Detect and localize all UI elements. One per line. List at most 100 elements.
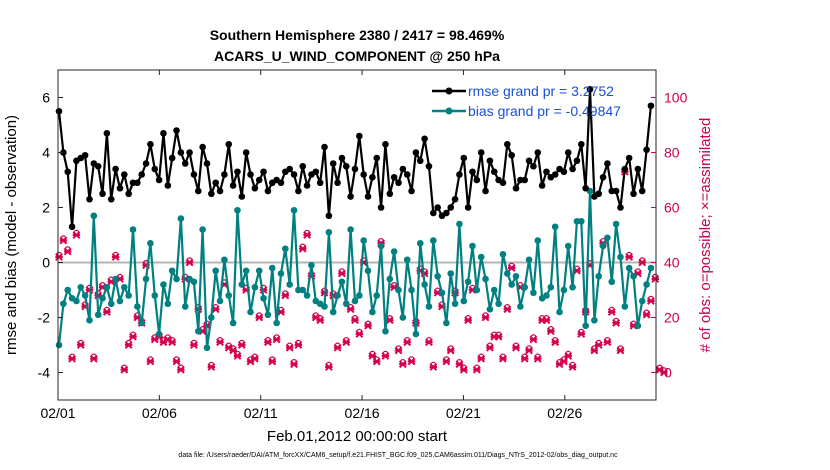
rmse-point — [460, 154, 468, 162]
x-tick-label: 02/06 — [142, 405, 177, 421]
rmse-point — [55, 107, 63, 115]
bias-point — [77, 283, 85, 291]
rmse-point — [247, 171, 254, 178]
legend-rmse-label: rmse grand pr = 3.2752 — [468, 83, 614, 99]
bias-point — [477, 253, 485, 261]
bias-point — [86, 316, 93, 324]
bias-point — [364, 267, 372, 275]
bias-point — [325, 228, 333, 236]
obs-assimilated-point — [250, 354, 259, 363]
bias-point — [234, 206, 241, 214]
bias-point — [99, 294, 106, 302]
bias-point — [577, 217, 585, 225]
bias-point — [338, 278, 346, 286]
bias-point — [134, 303, 141, 310]
rmse-point — [625, 154, 633, 162]
rmse-point — [177, 149, 185, 156]
bias-point — [286, 281, 293, 288]
rmse-point — [551, 171, 559, 178]
rmse-point — [638, 187, 646, 195]
obs-assimilated-point — [111, 253, 120, 261]
rmse-point — [107, 195, 115, 203]
obs-assimilated-point — [425, 338, 433, 347]
rmse-point — [164, 182, 172, 189]
rmse-point — [160, 129, 167, 137]
rmse-point — [277, 179, 285, 187]
obs-assimilated-point — [207, 363, 216, 371]
rmse-point — [473, 176, 481, 184]
rmse-point — [299, 162, 307, 170]
plot-frame — [57, 69, 657, 401]
bias-point — [90, 212, 98, 220]
bias-point — [229, 319, 237, 327]
bias-point — [342, 300, 350, 308]
bias-point — [469, 242, 476, 250]
bias-point — [203, 344, 211, 352]
rmse-point — [464, 204, 472, 211]
rmse-point — [416, 157, 424, 165]
rmse-point — [221, 171, 228, 178]
bias-point — [377, 242, 385, 250]
bias-point — [421, 281, 428, 288]
rmse-series — [55, 85, 655, 231]
obs-assimilated-point — [333, 343, 342, 352]
rmse-point — [534, 149, 542, 156]
bias-point — [321, 303, 328, 310]
rmse-point — [203, 160, 211, 167]
obs-assimilated-point — [381, 352, 390, 360]
bias-point — [595, 272, 603, 280]
bias-point — [612, 220, 620, 228]
bias-point — [155, 330, 163, 338]
obs-assimilated-point — [129, 332, 137, 341]
obs-assimilated-point — [429, 363, 438, 371]
bias-point — [408, 286, 415, 294]
rmse-point — [94, 162, 102, 170]
obs-assimilated-point — [546, 327, 555, 336]
y-tick-label: -4 — [38, 365, 51, 381]
y-tick-label: 6 — [42, 90, 50, 106]
obs-assimilated-point — [324, 363, 333, 371]
rmse-point — [351, 165, 359, 173]
obs-assimilated-point — [403, 338, 412, 347]
rmse-point — [103, 129, 111, 137]
obs-assimilated-point — [594, 341, 603, 349]
obs-assimilated-point — [407, 357, 416, 366]
bias-point — [212, 267, 219, 275]
obs-assimilated-point — [398, 360, 407, 369]
rmse-point — [151, 165, 159, 173]
rmse-point — [155, 176, 163, 184]
obs-assimilated-point — [464, 316, 473, 325]
obs-assimilated-point — [481, 313, 490, 322]
bias-point — [60, 300, 67, 308]
obs-assimilated-point — [520, 354, 529, 363]
rmse-point — [116, 184, 124, 192]
y-axis-label-left: rmse and bias (model - observation) — [3, 115, 20, 355]
rmse-point — [194, 187, 202, 195]
bias-point — [556, 308, 563, 316]
bias-point — [208, 314, 215, 321]
obs-assimilated-point — [146, 357, 155, 366]
bias-point — [164, 300, 172, 308]
rmse-point — [443, 209, 450, 217]
rmse-point — [451, 195, 459, 203]
obs-assimilated-point — [551, 338, 560, 347]
rmse-point — [486, 157, 494, 165]
bias-point — [73, 297, 80, 305]
bias-point — [416, 239, 424, 247]
rmse-point — [504, 140, 511, 148]
x-axis-label: Feb.01,2012 00:00:00 start — [267, 428, 448, 445]
rmse-point — [168, 154, 176, 162]
bias-point — [168, 267, 176, 275]
legend-rmse-marker — [445, 87, 453, 95]
rmse-point — [312, 168, 320, 176]
obs-assimilated-point — [442, 357, 451, 366]
obs-assimilated-point — [290, 360, 298, 369]
rmse-point — [403, 171, 411, 178]
rmse-point — [434, 204, 441, 211]
rmse-point — [125, 190, 132, 198]
obs-assimilated-point — [89, 354, 98, 363]
y-right-tick-label: 60 — [664, 200, 680, 216]
bias-point — [608, 278, 616, 286]
y-axis-right: 0 20 40 60 80 100 — [651, 90, 688, 381]
y-axis-label-right: # of obs: o=possible; ×=assimilated — [697, 118, 714, 353]
